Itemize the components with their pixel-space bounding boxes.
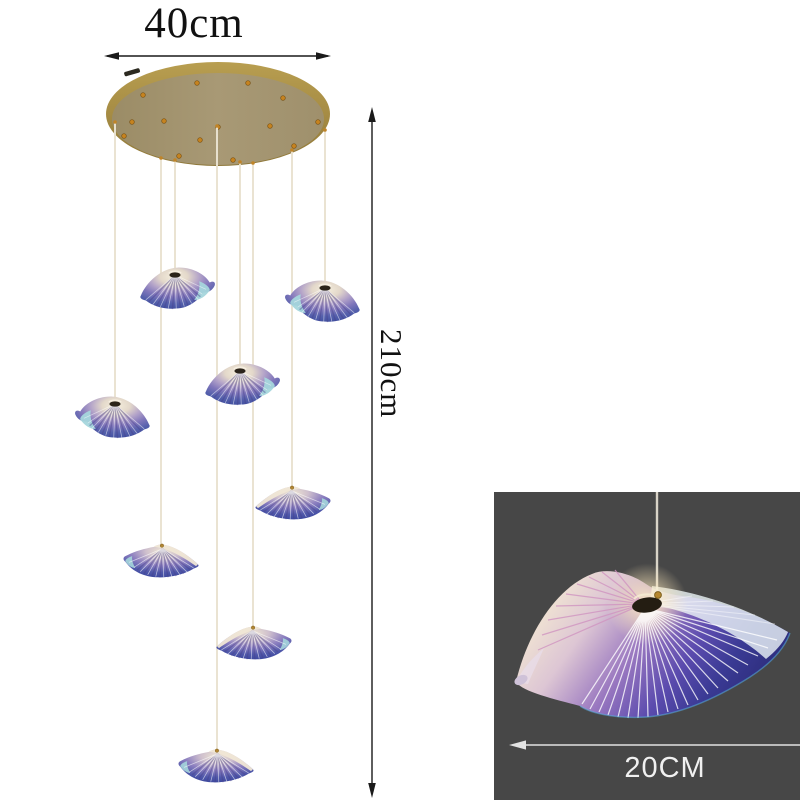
inset-leaf: [514, 549, 791, 719]
lotus-pendant-5: [254, 485, 332, 521]
canopy-width-arrow: [104, 52, 331, 60]
detail-inset: 20CM: [494, 492, 800, 800]
lotus-pendant-4: [74, 395, 151, 439]
lotus-pendant-6: [122, 543, 200, 579]
inset-width-arrow: [509, 740, 800, 750]
canopy-marking: [124, 68, 141, 77]
inset-wire-fitting: [654, 591, 662, 599]
inset-pendant-closeup: [494, 492, 800, 800]
canopy-width-label: 40cm: [144, 0, 244, 47]
drop-height-label: 210cm: [374, 329, 409, 419]
pendant-wires: [114, 122, 326, 749]
lotus-pendant-1: [139, 266, 216, 310]
drop-height-arrow: [368, 107, 376, 798]
lotus-pendant-8: [177, 748, 255, 784]
lotus-pendant-7: [215, 625, 293, 661]
inset-width-label: 20CM: [624, 752, 706, 784]
lotus-pendant-2: [284, 279, 361, 323]
wire-mounts: [113, 120, 327, 165]
